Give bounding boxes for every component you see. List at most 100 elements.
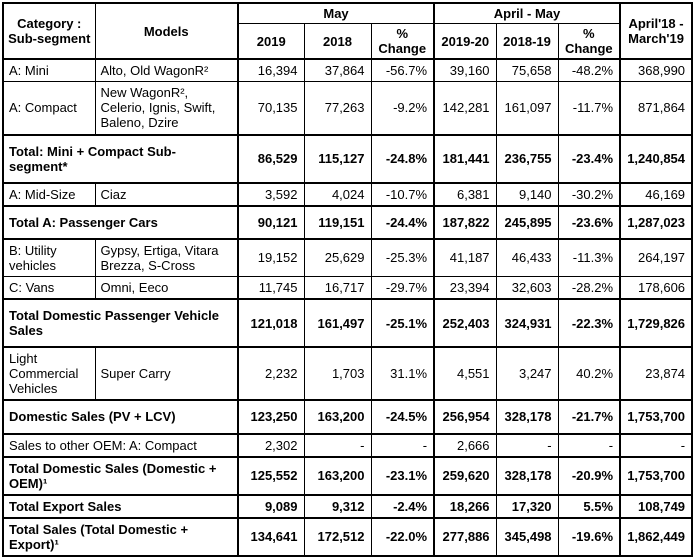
- value-cell: 161,497: [303, 298, 372, 349]
- category-cell: Light Commercial Vehicles: [2, 346, 96, 401]
- value-cell: 9,140: [495, 182, 559, 207]
- value-cell: -23.4%: [557, 133, 621, 184]
- value-cell: 2,232: [237, 346, 305, 401]
- value-cell: -24.4%: [370, 204, 435, 240]
- table-row: A: Mid-Size Ciaz 3,592 4,024 -10.7% 6,381 9,14…: [2, 182, 693, 207]
- table-row: Total Sales (Total Domestic + Export)¹ 13…: [2, 516, 693, 557]
- header-models: Models: [94, 2, 239, 61]
- value-cell: 2,302: [237, 433, 305, 458]
- value-cell: 75,658: [495, 58, 559, 83]
- value-cell: 77,263: [303, 81, 372, 136]
- value-cell: 31.1%: [370, 346, 435, 401]
- header-sub-row: 2019 2018 % Change 2019-20 2018-19 % Cha…: [3, 23, 692, 61]
- value-cell: 172,512: [303, 516, 372, 557]
- value-cell: -22.3%: [557, 298, 621, 349]
- value-cell: 1,287,023: [619, 204, 693, 240]
- value-cell: 46,433: [495, 238, 559, 278]
- header-aprmay-2019-20: 2019-20: [433, 23, 497, 61]
- value-cell: 345,498: [495, 516, 559, 557]
- value-cell: -20.9%: [557, 455, 621, 496]
- value-cell: 328,178: [495, 455, 559, 496]
- value-cell: 161,097: [495, 81, 559, 136]
- value-cell: 1,753,700: [619, 455, 693, 496]
- row-label-cell: Total Export Sales: [2, 493, 239, 519]
- table-row: Total A: Passenger Cars 90,121 119,151 -24.…: [2, 204, 693, 240]
- value-cell: 245,895: [495, 204, 559, 240]
- row-label-cell: Total Domestic Passenger Vehicle Sales: [2, 298, 239, 349]
- category-cell: A: Mini: [2, 58, 96, 83]
- value-cell: -2.4%: [370, 493, 435, 519]
- header-may-2018: 2018: [303, 23, 372, 61]
- value-cell: 1,729,826: [619, 298, 693, 349]
- table-row: A: Compact New WagonR², Celerio, Ignis, S…: [2, 81, 693, 136]
- value-cell: -23.6%: [557, 204, 621, 240]
- value-cell: 259,620: [433, 455, 497, 496]
- value-cell: 1,240,854: [619, 133, 693, 184]
- table-row: A: Mini Alto, Old WagonR² 16,394 37,864 -56.…: [2, 58, 693, 83]
- value-cell: 125,552: [237, 455, 305, 496]
- value-cell: 178,606: [619, 276, 693, 300]
- value-cell: 187,822: [433, 204, 497, 240]
- value-cell: -23.1%: [370, 455, 435, 496]
- value-cell: 264,197: [619, 238, 693, 278]
- value-cell: 324,931: [495, 298, 559, 349]
- table-row: Total: Mini + Compact Sub-segment* 86,529…: [2, 133, 693, 184]
- table-header: Category : Sub-segment Models May April …: [2, 2, 693, 61]
- table-row: Light Commercial Vehicles Super Carry 2,23…: [2, 346, 693, 401]
- value-cell: -22.0%: [370, 516, 435, 557]
- models-cell: Omni, Eeco: [94, 276, 239, 300]
- value-cell: -: [370, 433, 435, 458]
- table-row: Total Export Sales 9,089 9,312 -2.4% 18,266 1…: [2, 493, 693, 519]
- value-cell: -11.7%: [557, 81, 621, 136]
- row-label-cell: Sales to other OEM: A: Compact: [2, 433, 239, 458]
- value-cell: 39,160: [433, 58, 497, 83]
- models-cell: New WagonR², Celerio, Ignis, Swift, Bale…: [94, 81, 239, 136]
- value-cell: 4,551: [433, 346, 497, 401]
- table-row: Total Domestic Passenger Vehicle Sales 12…: [2, 298, 693, 349]
- value-cell: -48.2%: [557, 58, 621, 83]
- category-cell: A: Compact: [2, 81, 96, 136]
- table-row: Sales to other OEM: A: Compact 2,302- -2,6…: [2, 433, 693, 458]
- value-cell: 142,281: [433, 81, 497, 136]
- header-category-subsegment: Category : Sub-segment: [2, 2, 96, 61]
- header-may-2019: 2019: [237, 23, 305, 61]
- value-cell: 181,441: [433, 133, 497, 184]
- header-aprmay-pct-change: % Change: [557, 23, 621, 61]
- header-fiscal-year: April'18 - March'19: [619, 2, 693, 61]
- value-cell: 32,603: [495, 276, 559, 300]
- value-cell: -24.8%: [370, 133, 435, 184]
- value-cell: -: [557, 433, 621, 458]
- value-cell: 277,886: [433, 516, 497, 557]
- table-row: Total Domestic Sales (Domestic + OEM)¹ 12…: [2, 455, 693, 496]
- value-cell: -28.2%: [557, 276, 621, 300]
- models-cell: Alto, Old WagonR²: [94, 58, 239, 83]
- value-cell: 41,187: [433, 238, 497, 278]
- value-cell: 871,864: [619, 81, 693, 136]
- value-cell: 90,121: [237, 204, 305, 240]
- value-cell: -24.5%: [370, 399, 435, 435]
- table-body: A: Mini Alto, Old WagonR² 16,394 37,864 -56.…: [2, 58, 693, 557]
- value-cell: 1,703: [303, 346, 372, 401]
- value-cell: 3,247: [495, 346, 559, 401]
- value-cell: 23,394: [433, 276, 497, 300]
- value-cell: -: [303, 433, 372, 458]
- value-cell: -10.7%: [370, 182, 435, 207]
- row-label-cell: Total Domestic Sales (Domestic + OEM)¹: [2, 455, 239, 496]
- value-cell: -: [495, 433, 559, 458]
- value-cell: 70,135: [237, 81, 305, 136]
- value-cell: 19,152: [237, 238, 305, 278]
- value-cell: 11,745: [237, 276, 305, 300]
- value-cell: 18,266: [433, 493, 497, 519]
- value-cell: 2,666: [433, 433, 497, 458]
- header-group-row: Category : Sub-segment Models May April …: [2, 2, 693, 61]
- value-cell: -11.3%: [557, 238, 621, 278]
- value-cell: 328,178: [495, 399, 559, 435]
- value-cell: 86,529: [237, 133, 305, 184]
- value-cell: 1,862,449: [619, 516, 693, 557]
- models-cell: Super Carry: [94, 346, 239, 401]
- table-row: B: Utility vehicles Gypsy, Ertiga, Vitara…: [2, 238, 693, 278]
- value-cell: -25.1%: [370, 298, 435, 349]
- value-cell: 252,403: [433, 298, 497, 349]
- value-cell: 108,749: [619, 493, 693, 519]
